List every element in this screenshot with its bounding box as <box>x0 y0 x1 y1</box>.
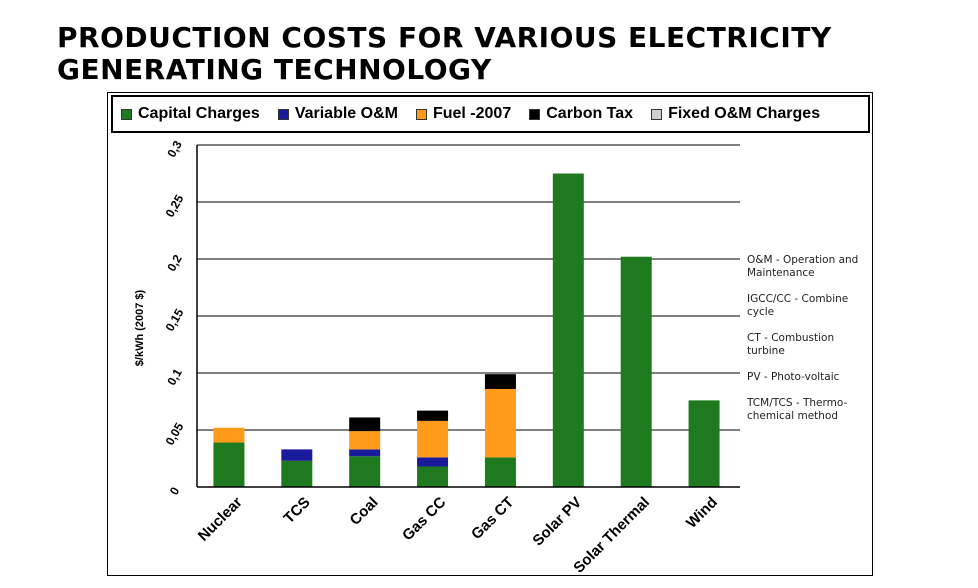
page-title: PRODUCTION COSTS FOR VARIOUS ELECTRICITY… <box>57 22 957 86</box>
bar-tcs-variable-om <box>281 449 313 461</box>
bar-coal-fuel-2007 <box>349 431 381 450</box>
note-ct: CT - Combustion turbine <box>747 332 835 357</box>
legend-label-carbon-tax: Carbon Tax <box>546 105 634 122</box>
bar-gas-cc-variable-om <box>417 457 449 467</box>
bar-nuclear-capital-charges <box>213 442 245 487</box>
x-tick-label-gas-ct: Gas CT <box>468 494 517 543</box>
legend-swatch-carbon-tax <box>529 108 541 120</box>
y-tick-label-1: 0,05 <box>163 420 187 448</box>
note-cc: IGCC/CC - Combine cycle <box>747 293 849 318</box>
y-tick-label-6: 0,3 <box>164 138 185 160</box>
bar-gas-cc-fuel-2007 <box>417 420 449 458</box>
note-tcs: TCM/TCS - Thermo-chemical method <box>747 397 848 422</box>
note-om: O&M - Operation and Maintenance <box>747 254 859 279</box>
note-pv: PV - Photo-voltaic <box>747 371 840 383</box>
legend-item-fixed-om: Fixed O&M Charges <box>651 105 820 123</box>
bar-gas-cc-capital-charges <box>417 466 449 487</box>
legend-label-variable-om: Variable O&M <box>294 105 398 122</box>
bar-nuclear-fuel-2007 <box>213 427 245 443</box>
abbreviation-notes: O&M - Operation and Maintenance IGCC/CC … <box>747 254 867 436</box>
bar-gas-cc-carbon-tax <box>417 410 449 421</box>
bar-coal-carbon-tax <box>349 417 381 432</box>
legend-swatch-fixed-om <box>651 108 663 120</box>
chart-legend: Capital Charges Variable O&M Fuel -2007 … <box>111 95 870 133</box>
y-axis-title: $/kWh (2007 $) <box>134 289 146 366</box>
legend-swatch-capital-charges <box>121 108 132 120</box>
bar-tcs-capital-charges <box>281 460 313 487</box>
bar-wind-capital-charges <box>688 400 720 487</box>
y-tick-label-2: 0,1 <box>164 366 185 388</box>
bar-gas-ct-capital-charges <box>484 457 516 487</box>
x-tick-label-gas-cc: Gas CC <box>399 494 449 544</box>
y-tick-label-4: 0,2 <box>164 252 185 274</box>
x-tick-label-solar-pv: Solar PV <box>529 494 585 550</box>
legend-swatch-fuel <box>415 108 427 120</box>
chart-frame <box>107 92 873 576</box>
legend-label-fixed-om: Fixed O&M Charges <box>668 105 821 122</box>
bar-solar-pv-capital-charges <box>552 173 584 487</box>
legend-item-fuel: Fuel -2007 <box>415 105 512 123</box>
x-tick-label-tcs: TCS <box>280 494 313 527</box>
x-tick-label-nuclear: Nuclear <box>195 494 246 545</box>
x-tick-label-coal: Coal <box>347 494 382 529</box>
y-tick-label-3: 0,15 <box>163 306 187 334</box>
bar-gas-ct-fuel-2007 <box>484 388 516 458</box>
legend-item-variable-om: Variable O&M <box>277 105 398 123</box>
y-tick-label-5: 0,25 <box>163 192 187 220</box>
legend-item-capital-charges: Capital Charges <box>121 105 260 123</box>
legend-label-fuel: Fuel -2007 <box>432 105 512 122</box>
bar-gas-ct-carbon-tax <box>484 374 516 389</box>
title-line-2: GENERATING TECHNOLOGY <box>57 53 492 86</box>
title-line-1: PRODUCTION COSTS FOR VARIOUS ELECTRICITY <box>57 21 832 54</box>
bar-coal-variable-om <box>349 449 381 457</box>
bar-coal-capital-charges <box>349 456 381 487</box>
y-tick-label-0: 0 <box>167 484 183 497</box>
x-tick-label-wind: Wind <box>683 494 721 532</box>
legend-label-capital-charges: Capital Charges <box>138 105 260 122</box>
legend-swatch-variable-om <box>277 108 289 120</box>
bar-solar-thermal-capital-charges <box>620 256 652 487</box>
legend-item-carbon-tax: Carbon Tax <box>529 105 633 123</box>
